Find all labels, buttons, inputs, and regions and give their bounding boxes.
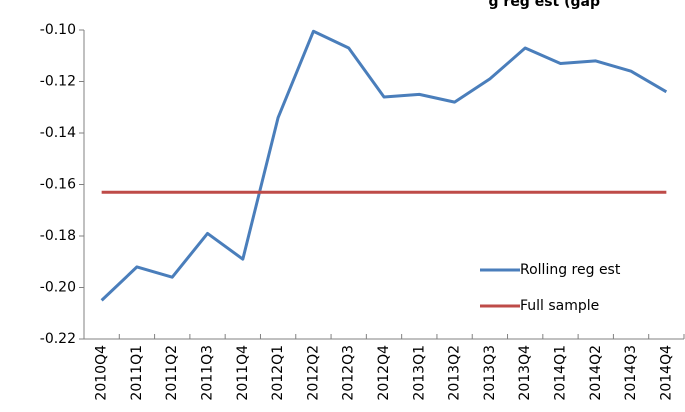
- x-tick-label: 2011Q2: [164, 345, 180, 401]
- chart-title: g reg est (gap: [489, 0, 600, 10]
- y-tick-label: -0.14: [40, 125, 76, 141]
- x-tick-label: 2012Q3: [341, 345, 357, 401]
- x-tick-label: 2013Q2: [447, 345, 463, 401]
- legend-label: Full sample: [520, 298, 599, 314]
- x-tick-label: 2014Q4: [658, 345, 674, 401]
- y-tick-label: -0.22: [40, 331, 76, 347]
- y-tick-label: -0.12: [40, 74, 76, 90]
- series-line: [100, 29, 668, 302]
- y-tick-label: -0.20: [40, 280, 76, 296]
- y-tick-label: -0.16: [40, 177, 76, 193]
- x-tick-label: 2012Q1: [270, 345, 286, 401]
- x-tick-label: 2013Q1: [411, 345, 427, 401]
- x-tick-label: 2012Q4: [376, 345, 392, 401]
- x-tick-label: 2012Q2: [305, 345, 321, 401]
- legend-label: Rolling reg est: [520, 262, 621, 278]
- x-tick-label: 2014Q3: [623, 345, 639, 401]
- y-tick-label: -0.18: [40, 228, 76, 244]
- x-tick-label: 2011Q1: [129, 345, 145, 401]
- x-tick-label: 2014Q2: [588, 345, 604, 401]
- x-tick-label: 2013Q4: [517, 345, 533, 401]
- y-tick-label: -0.10: [40, 22, 76, 38]
- x-tick-label: 2011Q3: [200, 345, 216, 401]
- x-tick-label: 2011Q4: [235, 345, 251, 401]
- x-tick-label: 2014Q1: [552, 345, 568, 401]
- x-tick-label: 2010Q4: [94, 345, 110, 401]
- x-tick-label: 2013Q3: [482, 345, 498, 401]
